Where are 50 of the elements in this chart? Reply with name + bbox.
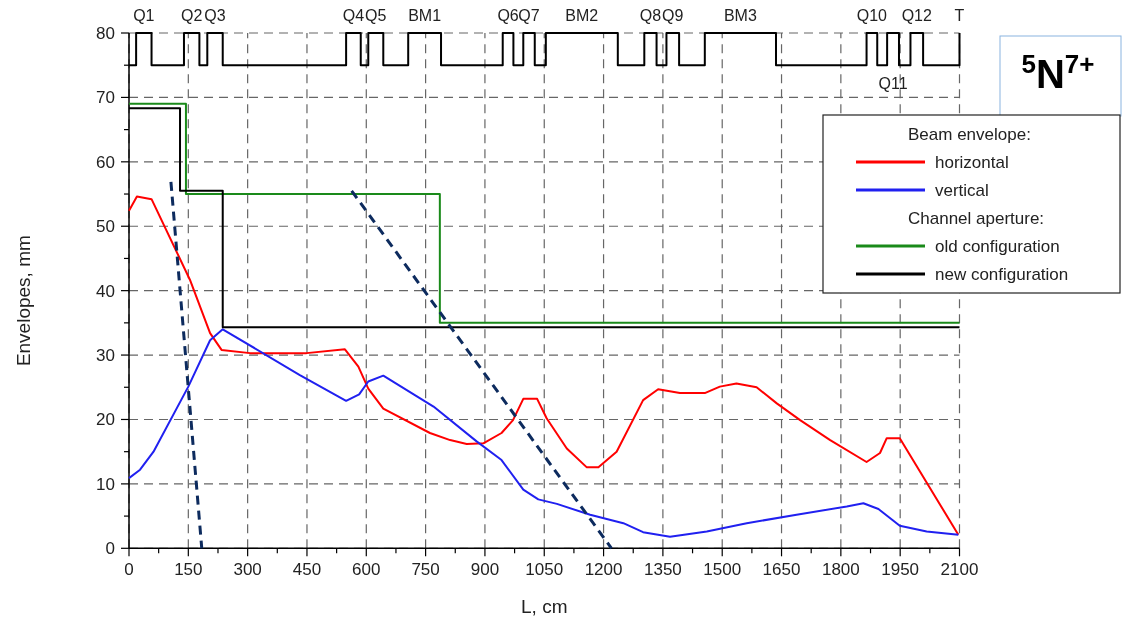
text: Q4: [342, 7, 365, 24]
text: Q5: [365, 7, 387, 24]
text: Q2: [181, 7, 203, 24]
x-tick-label: 1200: [584, 560, 623, 580]
y-tick-label: 0: [105, 539, 115, 559]
x-tick-label: 600: [352, 560, 381, 580]
text: Q7: [518, 7, 540, 24]
legend-label: new configuration: [935, 265, 1069, 284]
y-tick-label: 50: [96, 217, 115, 237]
legend-title: Beam envelope:: [908, 125, 1031, 144]
y-tick-label: 30: [96, 346, 115, 366]
x-tick-label: 1950: [881, 560, 920, 580]
text: $^{5}$N$^{7+}$: [1021, 49, 1095, 96]
text: BM1: [408, 7, 442, 24]
x-tick-label: 150: [174, 560, 203, 580]
y-tick-label: 70: [96, 88, 115, 108]
text: Q3: [204, 7, 226, 24]
x-tick-label: 1800: [821, 560, 860, 580]
x-tick-label: 0: [124, 560, 134, 580]
text: Q12: [901, 7, 933, 24]
x-tick-label: 750: [411, 560, 440, 580]
x-tick-label: 1050: [525, 560, 564, 580]
annotation: Q11: [878, 75, 908, 93]
x-tick-label: 1350: [643, 560, 682, 580]
x-tick-label: 900: [470, 560, 500, 580]
x-tick-label: 1500: [703, 560, 742, 580]
text: Q8: [639, 7, 662, 24]
text: Q1: [133, 7, 155, 24]
text: BM2: [565, 7, 599, 24]
annotation: Channel aperture:: [908, 209, 1045, 228]
text: Q9: [662, 7, 684, 24]
legend-label: old configuration: [935, 237, 1060, 256]
line-series: [128, 328, 960, 538]
legend-label: horizontal: [935, 153, 1009, 172]
legend-label: vertical: [935, 181, 989, 200]
y-axis-title: Envelopes, mm: [13, 235, 34, 367]
text: BM3: [723, 7, 757, 24]
x-tick-label: 2100: [940, 560, 979, 580]
x-tick-label: 1650: [762, 560, 801, 580]
text: Q6: [497, 7, 519, 24]
y-tick-label: 20: [96, 410, 115, 430]
y-tick-label: 10: [96, 474, 115, 494]
y-tick-label: 60: [96, 152, 115, 172]
y-tick-label: 80: [96, 24, 115, 43]
y-tick-label: 40: [96, 281, 115, 301]
x-axis-title: L, cm: [521, 596, 568, 618]
text: T: [954, 7, 965, 24]
text: Q10: [856, 7, 888, 24]
x-tick-label: 450: [292, 560, 322, 580]
x-tick-label: 300: [233, 560, 262, 580]
